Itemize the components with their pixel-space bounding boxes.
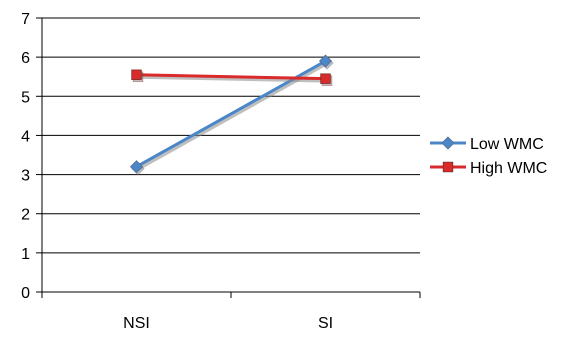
series-line-shadow (137, 74, 328, 83)
x-tick-label: SI (318, 315, 333, 332)
y-tick-label: 1 (21, 246, 30, 263)
series-line (136, 73, 326, 81)
x-tick-label: NSI (123, 315, 150, 332)
y-tick-label: 0 (21, 285, 30, 302)
y-tick-label: 2 (21, 207, 30, 224)
series-low-wmc (129, 54, 334, 176)
gridlines (42, 17, 420, 254)
data-point-square (320, 73, 331, 84)
series-high-wmc (131, 69, 333, 86)
data-point-diamond (318, 54, 333, 68)
data-point-square (131, 69, 142, 80)
y-tick-label: 4 (21, 128, 30, 145)
y-tick-label: 7 (21, 11, 30, 28)
axes: 0 1 2 3 4 5 6 7 NSI SI (21, 11, 421, 332)
legend: Low WMC High WMC (430, 136, 547, 177)
legend-item: Low WMC (430, 136, 544, 153)
data-point-diamond (441, 136, 455, 150)
data-point-square (442, 161, 454, 173)
y-tick-label: 5 (21, 89, 30, 106)
legend-item: High WMC (430, 160, 547, 177)
y-tick-label: 3 (21, 168, 30, 185)
legend-label: Low WMC (470, 136, 544, 153)
data-point-diamond (129, 160, 144, 174)
legend-label: High WMC (470, 160, 547, 177)
y-tick-label: 6 (21, 50, 30, 67)
series-lines (129, 54, 334, 176)
